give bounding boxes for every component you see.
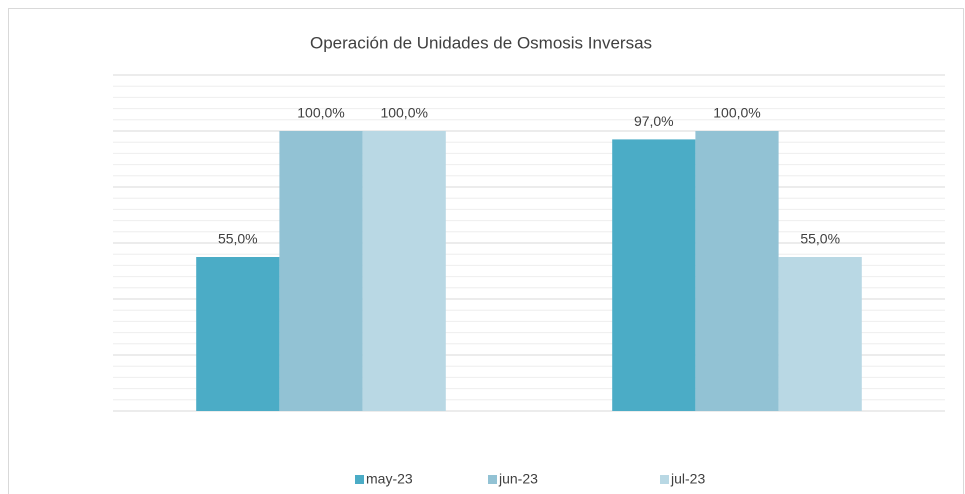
- bar: [695, 131, 779, 411]
- legend-marker: [488, 475, 497, 484]
- data-label: 97,0%: [634, 113, 674, 129]
- bar: [612, 139, 696, 411]
- bar: [362, 131, 446, 411]
- data-label: 100,0%: [380, 105, 427, 121]
- data-label: 55,0%: [800, 231, 840, 247]
- legend-marker: [660, 475, 669, 484]
- bar: [279, 131, 363, 411]
- legend-label: jul-23: [670, 471, 705, 487]
- bar: [196, 257, 280, 411]
- data-label: 100,0%: [297, 105, 344, 121]
- chart-title: Operación de Unidades de Osmosis Inversa…: [310, 33, 652, 52]
- legend-label: may-23: [366, 471, 413, 487]
- chart-frame: [8, 8, 964, 494]
- legend-label: jun-23: [498, 471, 538, 487]
- legend-marker: [355, 475, 364, 484]
- bar: [778, 257, 862, 411]
- data-label: 100,0%: [713, 105, 760, 121]
- data-label: 55,0%: [218, 231, 258, 247]
